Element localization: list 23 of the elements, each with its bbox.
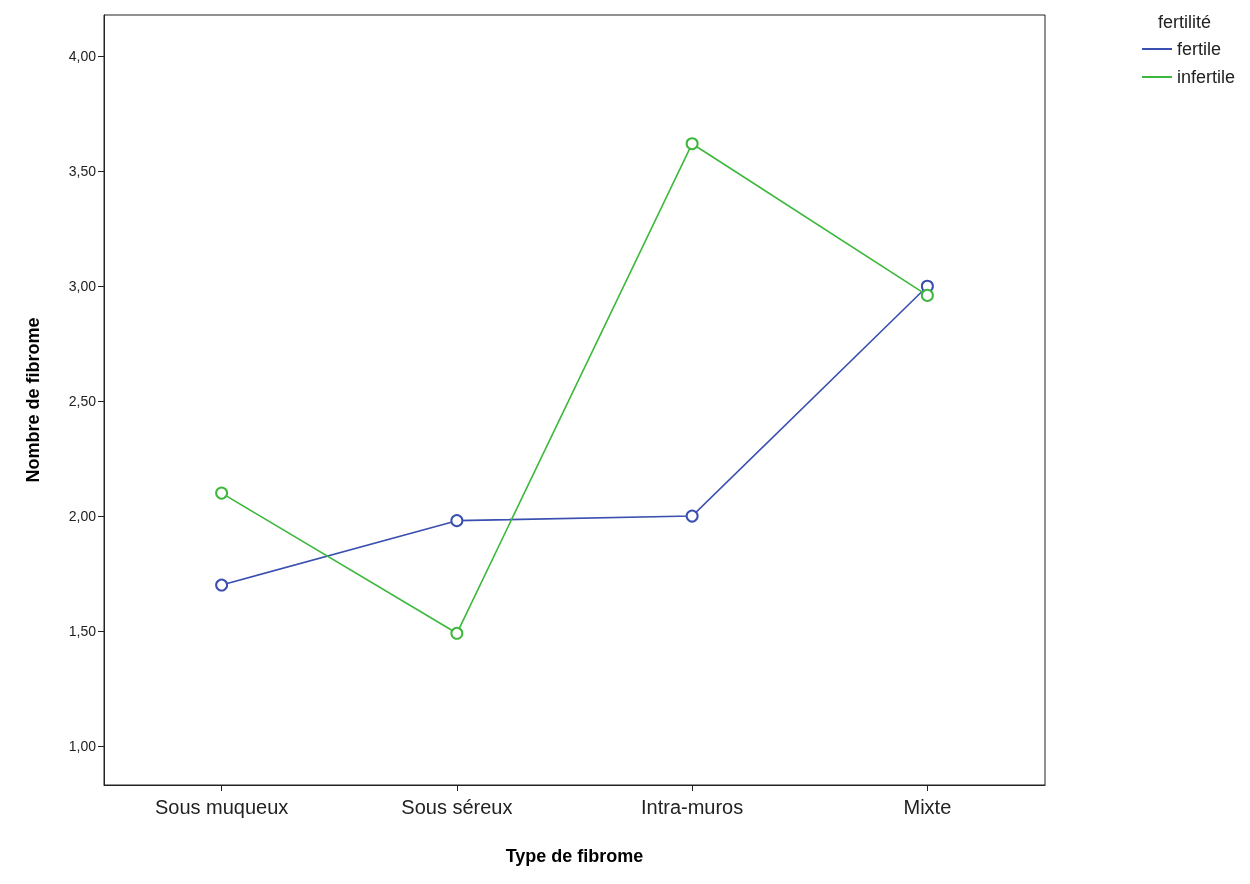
y-tick-label: 2,00 bbox=[68, 508, 97, 525]
x-tick-label: Mixte bbox=[903, 796, 952, 818]
x-tick-label: Sous séreux bbox=[401, 796, 513, 818]
legend-title: fertilité bbox=[1157, 12, 1211, 32]
x-tick-label: Sous muqueux bbox=[154, 796, 289, 818]
point bbox=[450, 626, 464, 640]
y-tick-label: 3,00 bbox=[68, 278, 97, 295]
y-axis-title: Nombre de fibrome bbox=[23, 317, 43, 483]
y-tick-label: 4,00 bbox=[68, 48, 97, 65]
legend-label: infertile bbox=[1176, 67, 1236, 87]
y-tick-label: 3,50 bbox=[68, 163, 97, 180]
point bbox=[215, 578, 229, 592]
y-tick-label: 1,00 bbox=[68, 737, 97, 754]
point bbox=[685, 137, 699, 151]
y-tick-label: 2,50 bbox=[68, 393, 97, 410]
point bbox=[920, 288, 934, 302]
x-axis-title: Type de fibrome bbox=[505, 846, 644, 866]
y-tick-label: 1,50 bbox=[68, 623, 97, 639]
point bbox=[215, 486, 229, 500]
legend-label: fertile bbox=[1176, 39, 1221, 59]
point bbox=[450, 514, 464, 528]
x-tick-label: Intra-muros bbox=[641, 796, 744, 818]
point bbox=[685, 509, 699, 523]
